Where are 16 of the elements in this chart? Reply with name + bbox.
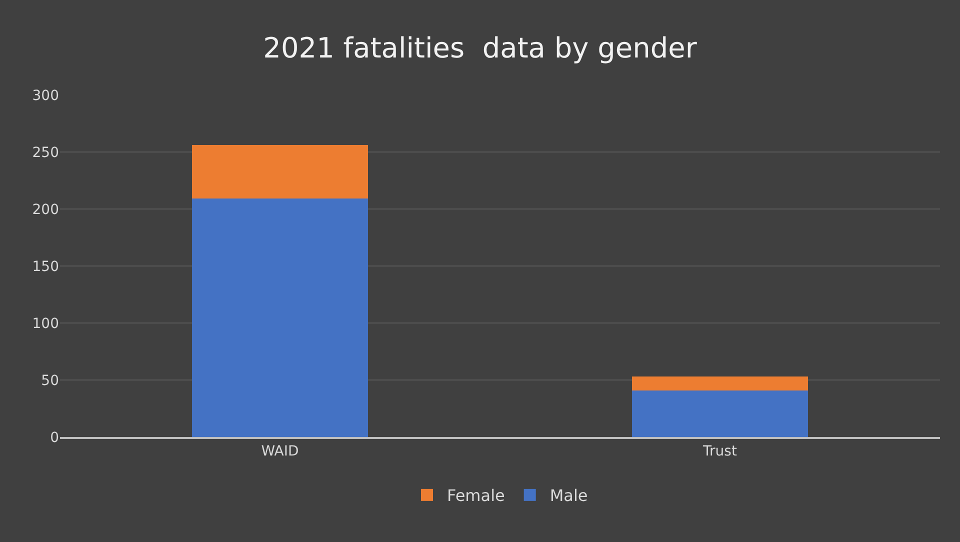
bar [192,145,368,199]
legend-label: Male [550,486,588,506]
bar [632,376,808,390]
y-tick-label: 150 [32,258,59,275]
chart-title: 2021 fatalities data by gender [263,32,698,65]
bar [192,198,368,437]
y-tick-label: 200 [32,202,59,218]
legend-label: Female [447,486,505,506]
y-tick-label: 50 [41,372,59,389]
x-tick-label: Trust [702,444,738,460]
y-tick-label: 100 [32,316,59,332]
x-tick-label: WAID [261,444,299,460]
y-tick-label: 300 [32,88,59,104]
y-tick-label: 250 [32,144,59,161]
bar [632,390,808,437]
y-tick-label: 0 [50,430,59,446]
